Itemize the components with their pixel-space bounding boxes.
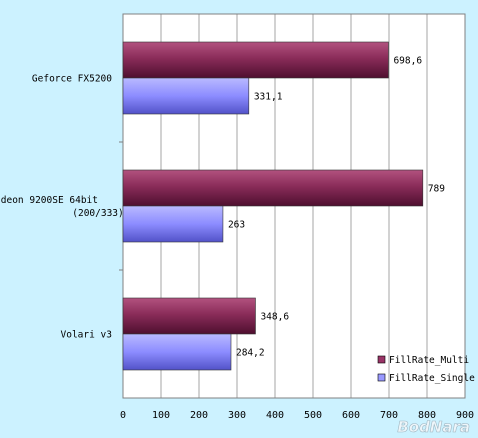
legend-label: FillRate_Multi bbox=[389, 355, 469, 366]
bar-fillrate-single bbox=[122, 333, 232, 371]
x-tick-label: 800 bbox=[418, 410, 436, 421]
bar-fillrate-multi bbox=[122, 169, 424, 207]
data-label: 698,6 bbox=[393, 56, 422, 67]
category-label: Volari v3 bbox=[61, 330, 112, 341]
bars bbox=[122, 41, 424, 371]
x-tick-label: 900 bbox=[456, 410, 474, 421]
x-tick-label: 600 bbox=[342, 410, 360, 421]
watermark: BodNara bbox=[397, 418, 470, 436]
bar-fillrate-multi bbox=[122, 297, 256, 335]
x-tick-label: 300 bbox=[228, 410, 246, 421]
legend: FillRate_Multi FillRate_Single bbox=[377, 355, 475, 384]
data-label: 789 bbox=[428, 184, 445, 195]
data-label: 263 bbox=[228, 220, 245, 231]
bar-fillrate-single bbox=[122, 205, 224, 243]
x-tick-label: 500 bbox=[304, 410, 322, 421]
x-tick-label: 200 bbox=[190, 410, 208, 421]
bar-fillrate-single bbox=[122, 77, 250, 115]
x-tick-label: 700 bbox=[380, 410, 398, 421]
category-label: Geforce FX5200 bbox=[32, 74, 112, 85]
data-label: 331,1 bbox=[254, 92, 283, 103]
x-tick-label: 100 bbox=[152, 410, 170, 421]
legend-swatch bbox=[377, 355, 386, 364]
legend-label: FillRate_Single bbox=[389, 373, 475, 384]
x-tick-label: 400 bbox=[266, 410, 284, 421]
x-tick-label: 0 bbox=[120, 410, 126, 421]
bar-fillrate-multi bbox=[122, 41, 389, 79]
legend-swatch bbox=[377, 373, 386, 382]
data-label: 348,6 bbox=[260, 312, 289, 323]
labels: 0 100 200 300 400 500 600 700 800 900 698,6 331,1 Ge… bbox=[0, 56, 474, 422]
category-label: Radeon 9200SE 64bit (200/333) bbox=[0, 195, 124, 219]
data-label: 284,2 bbox=[236, 348, 265, 359]
